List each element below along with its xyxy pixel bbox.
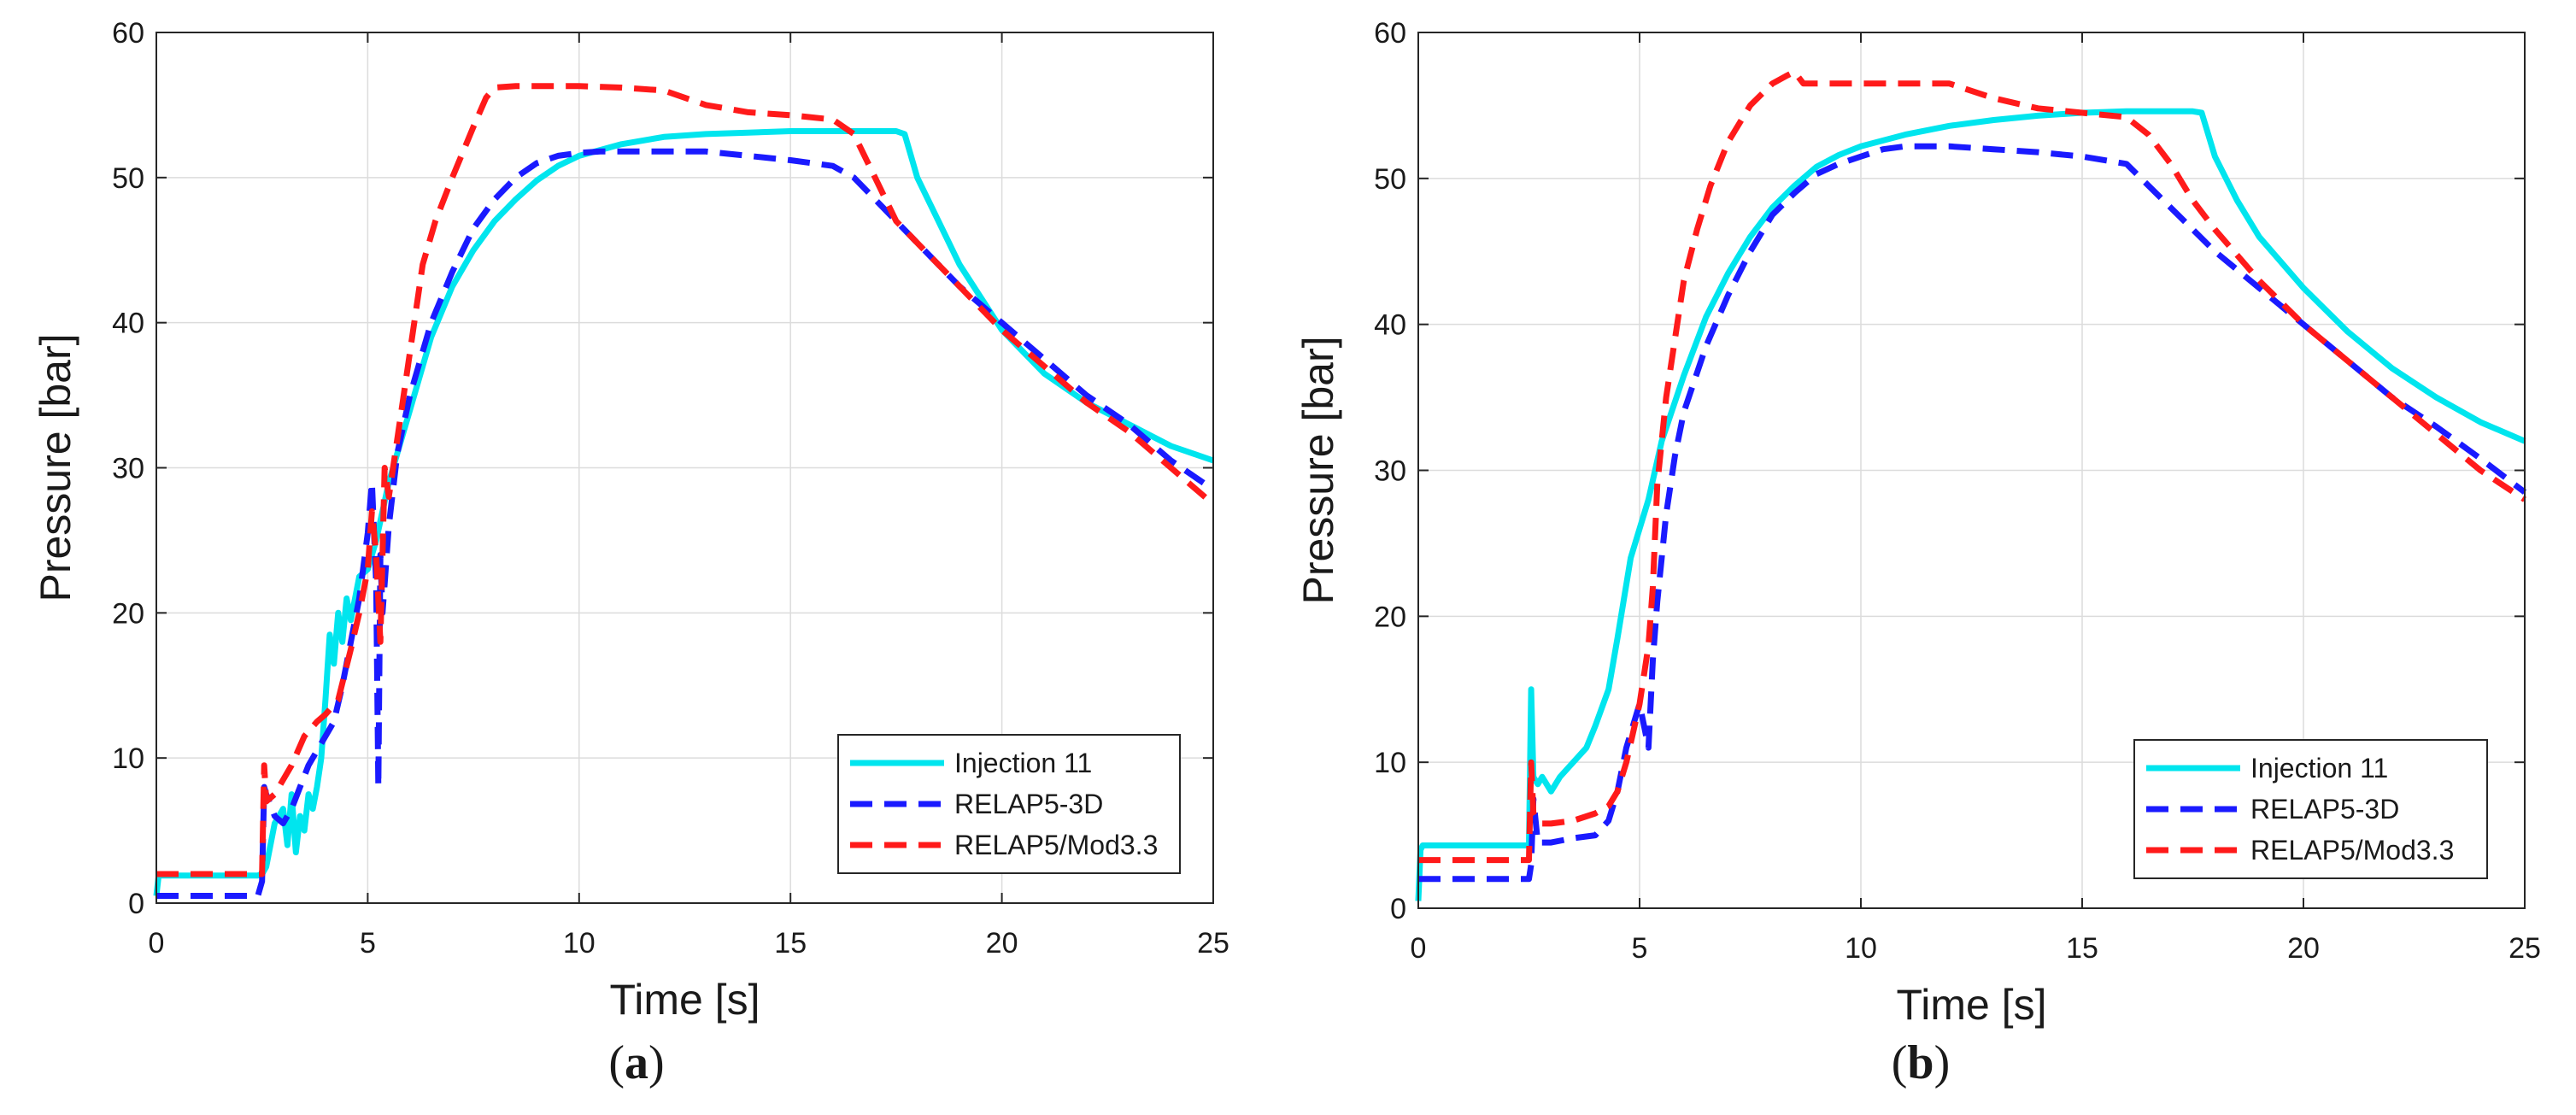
legend-label-3: RELAP5/Mod3.3 <box>954 830 1158 860</box>
panel-a: 0 5 10 15 20 25 0 10 20 30 40 50 60 Time [s] Pressure … <box>32 17 1229 1089</box>
y-tick-label: 30 <box>1374 455 1406 488</box>
x-tick-label: 0 <box>149 927 165 959</box>
x-tick-label: 10 <box>1845 932 1877 965</box>
x-tick-label: 20 <box>986 927 1018 959</box>
legend-label-2: RELAP5-3D <box>2250 794 2399 825</box>
panel-label: (a) <box>608 1036 664 1089</box>
y-tick-label: 20 <box>112 597 144 630</box>
series-line-3 <box>156 83 1216 877</box>
series-line-2 <box>1418 143 2527 883</box>
y-tick-label: 10 <box>112 742 144 775</box>
x-tick-label: 25 <box>1197 927 1229 959</box>
legend-label-1: Injection 11 <box>2250 753 2388 783</box>
panel-b: 0 5 10 15 20 25 0 10 20 30 40 50 60 Time [s] Pressure … <box>1294 17 2541 1089</box>
y-tick-label: 10 <box>1374 747 1406 779</box>
x-tick-label: 0 <box>1411 932 1427 965</box>
x-tick-label: 5 <box>1632 932 1648 965</box>
x-axis-label: Time [s] <box>610 976 760 1024</box>
y-tick-label: 50 <box>112 162 144 195</box>
x-tick-label: 15 <box>2066 932 2098 965</box>
y-tick-label: 0 <box>1390 893 1406 925</box>
panel-label: (b) <box>1892 1036 1950 1089</box>
x-tick-label: 20 <box>2287 932 2320 965</box>
x-tick-label: 15 <box>774 927 807 959</box>
y-tick-label: 60 <box>1374 17 1406 50</box>
y-axis-label: Pressure [bar] <box>32 333 79 602</box>
y-tick-label: 50 <box>1374 163 1406 196</box>
y-tick-label: 30 <box>112 453 144 485</box>
series-line-1 <box>1415 108 2526 901</box>
series-line-2 <box>156 148 1215 899</box>
legend: Injection 11 RELAP5-3D RELAP5/Mod3.3 <box>837 734 1181 874</box>
y-tick-label: 20 <box>1374 601 1406 633</box>
legend-label-2: RELAP5-3D <box>954 789 1103 819</box>
y-tick-label: 60 <box>112 17 144 50</box>
x-tick-label: 5 <box>360 927 376 959</box>
y-axis-label: Pressure [bar] <box>1294 336 1342 604</box>
x-axis-label: Time [s] <box>1897 981 2047 1029</box>
y-tick-label: 40 <box>1374 309 1406 342</box>
legend-label-3: RELAP5/Mod3.3 <box>2250 835 2454 866</box>
x-tick-label: 10 <box>563 927 596 959</box>
x-tick-label: 25 <box>2509 932 2541 965</box>
legend-label-1: Injection 11 <box>954 748 1092 778</box>
y-tick-label: 40 <box>112 308 144 340</box>
y-tick-label: 0 <box>128 888 144 920</box>
legend: Injection 11 RELAP5-3D RELAP5/Mod3.3 <box>2133 739 2488 879</box>
series-line-3 <box>1418 68 2526 864</box>
